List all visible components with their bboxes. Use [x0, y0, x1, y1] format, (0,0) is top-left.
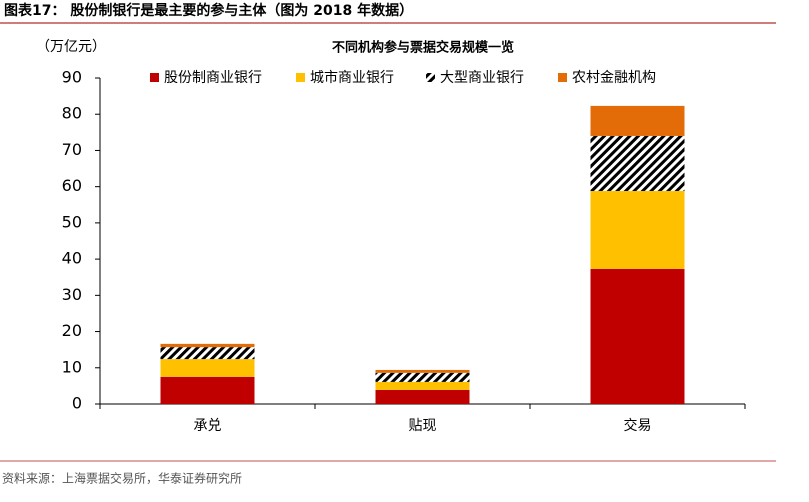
bar-segment: [375, 372, 470, 382]
bar-segment: [590, 135, 685, 192]
source: 资料来源：上海票据交易所，华泰证券研究所: [2, 471, 242, 486]
bar-segment: [590, 268, 685, 404]
y-tick-label: 0: [72, 394, 82, 413]
chart-title: 不同机构参与票据交易规模一览: [332, 40, 514, 56]
x-tick-label: 交易: [624, 417, 652, 434]
legend-swatch: [426, 73, 435, 82]
legend-swatch: [558, 73, 567, 82]
bar-segment: [375, 389, 470, 404]
legend-label: 农村金融机构: [572, 70, 656, 86]
legend-label: 大型商业银行: [440, 70, 524, 86]
bar-segment: [160, 347, 255, 360]
x-tick-label: 贴现: [409, 418, 437, 434]
bar-segment: [375, 381, 470, 390]
y-axis-label: （万亿元）: [36, 39, 106, 55]
legend-swatch: [296, 73, 305, 82]
y-tick-label: 90: [62, 68, 82, 87]
y-tick-label: 50: [62, 212, 82, 231]
legend-swatch: [150, 73, 159, 82]
bar-segment: [590, 191, 685, 269]
y-tick-label: 70: [62, 140, 82, 159]
y-tick-label: 80: [62, 104, 82, 123]
y-tick-label: 10: [62, 357, 82, 376]
bar-segment: [375, 369, 470, 373]
y-tick-label: 60: [62, 176, 82, 195]
y-tick-label: 30: [62, 285, 82, 304]
legend-label: 城市商业银行: [310, 69, 394, 86]
x-tick-label: 承兑: [194, 418, 222, 434]
bar-segment: [160, 359, 255, 377]
y-tick-label: 20: [62, 321, 82, 340]
figure-title: 图表17： 股份制银行是最主要的参与主体（图为 2018 年数据）: [4, 2, 413, 19]
bar-segment: [160, 343, 255, 348]
bar-segment: [590, 105, 685, 136]
y-tick-label: 40: [62, 249, 82, 268]
legend-label: 股份制商业银行: [164, 70, 262, 86]
bar-segment: [160, 376, 255, 404]
